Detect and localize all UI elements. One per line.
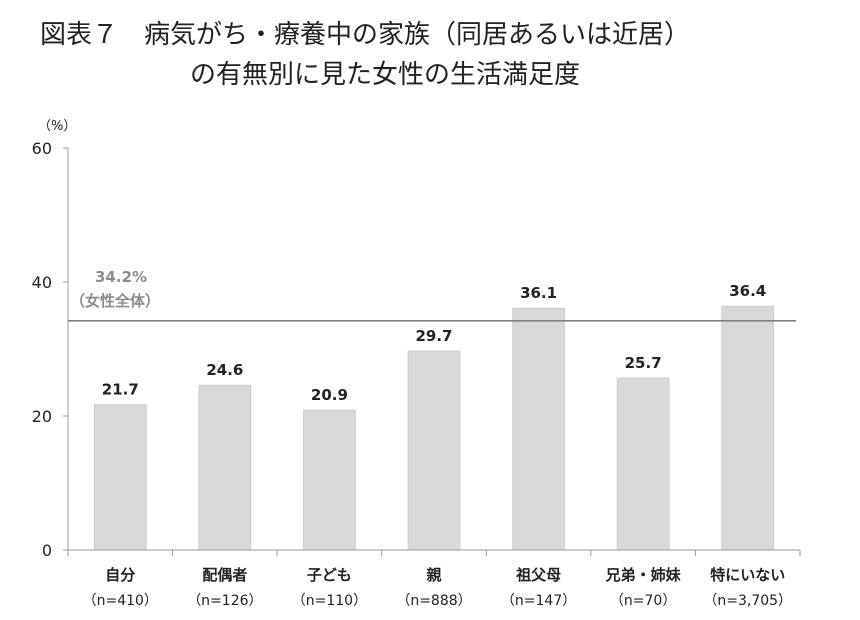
chart-subtitle: の有無別に見た女性の生活満足度 [190,60,581,90]
x-category-count: （n=126） [187,593,262,609]
x-category-label: 配偶者 [202,566,247,584]
x-category-label: 親 [426,566,441,584]
bar [616,377,670,551]
y-axis-unit-label: （%） [38,119,76,134]
x-category-label: 祖父母 [515,566,561,584]
bar-value-label: 36.4 [729,282,766,300]
x-category-label: 子ども [307,566,352,584]
y-tick-label: 60 [32,139,52,158]
bar [407,350,461,551]
bar-value-label: 36.1 [520,284,557,302]
bar-value-label: 20.9 [311,386,348,404]
x-category-count: （n=70） [610,593,676,609]
y-axis: 0 20 40 60 （%） [32,119,77,560]
x-category-label: 自分 [105,566,135,584]
bar [721,305,775,551]
x-category-label: 兄弟・姉妹 [605,566,682,584]
y-tick-label: 20 [32,407,52,426]
reference-line-group: 34.2% （女性全体） [68,268,796,322]
x-category-label: 特にいない [710,566,785,584]
x-axis: 自分 （n=410） 配偶者 （n=126） 子ども （n=110） 親 （n=888） 祖父母… [67,549,801,609]
x-category-count: （n=410） [83,593,158,609]
y-tick-label: 40 [32,273,52,292]
x-category-count: （n=888） [396,593,471,609]
bar-value-label: 29.7 [415,327,452,345]
x-category-count: （n=3,705） [703,593,792,609]
bar-value-label: 21.7 [102,381,139,399]
bar [303,409,356,551]
bar [93,404,147,551]
y-tick-label: 0 [42,541,52,560]
reference-value-label: 34.2% [95,268,147,286]
bar-value-label: 25.7 [625,354,662,372]
bar-value-label: 24.6 [206,361,243,379]
x-category-count: （n=147） [501,593,576,609]
bars: 21.7 24.6 20.9 29.7 36.1 25.7 36.4 [93,282,775,551]
chart-title: 図表７ 病気がち・療養中の家族（同居あるいは近居） [40,20,691,50]
bar [198,384,252,551]
reference-text-label: （女性全体） [70,292,160,310]
bar [512,307,565,551]
x-category-count: （n=110） [292,593,367,609]
